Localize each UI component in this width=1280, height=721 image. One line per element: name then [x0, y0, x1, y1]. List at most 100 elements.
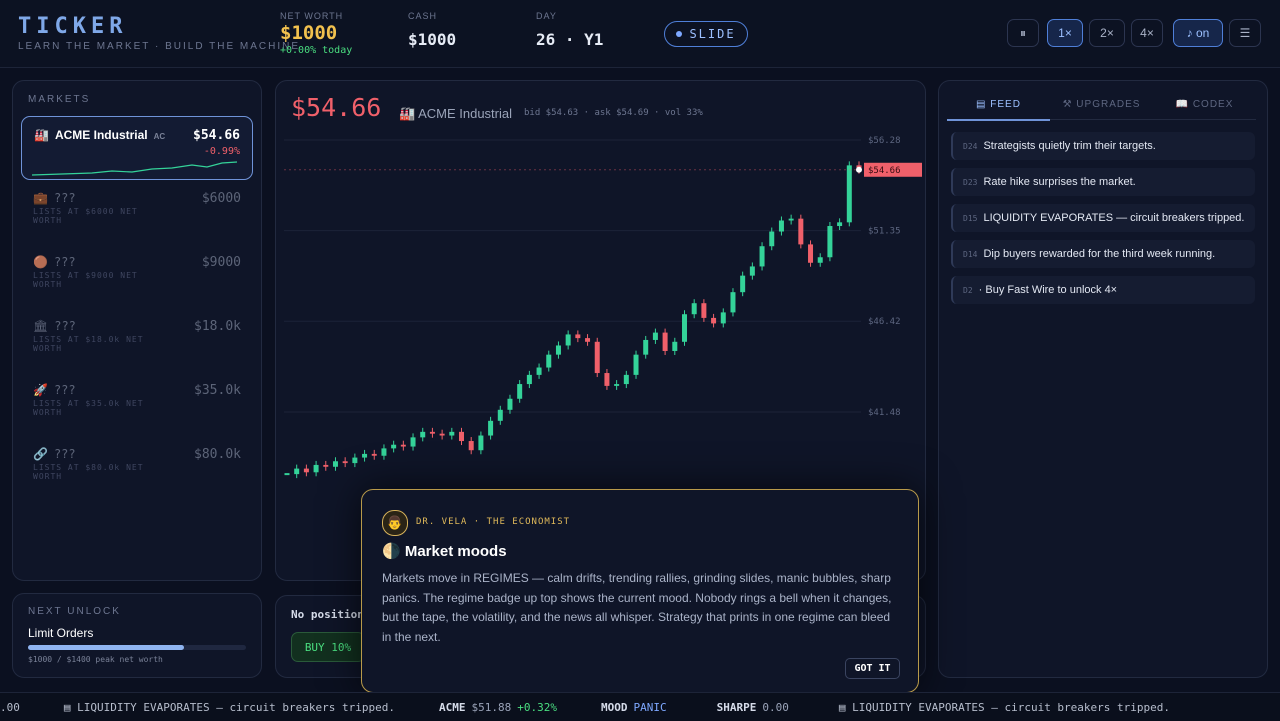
control-button[interactable]: ☰	[1229, 19, 1261, 47]
candle	[555, 345, 561, 355]
candle	[759, 246, 765, 267]
ticker-item: SHARPE 0.00	[717, 701, 795, 714]
ticker-item: .00	[0, 701, 20, 714]
feed-day: D15	[963, 213, 978, 223]
candle	[846, 165, 852, 223]
market-card[interactable]: 🏛??? $18.0k LISTS AT $18.0k NET WORTH	[21, 308, 253, 372]
market-name: 🔗???	[33, 447, 76, 461]
candle	[313, 464, 319, 473]
ticker-key: MOOD	[601, 700, 628, 714]
candle	[303, 468, 309, 473]
candle	[478, 435, 484, 451]
market-icon: 🟤	[33, 255, 48, 269]
modal-body: Markets move in REGIMES — calm drifts, t…	[382, 571, 892, 644]
feed-panel: ▤ FEED ⚒ UPGRADES 📖 CODEX D24 Strategists qu…	[938, 80, 1268, 678]
market-icon: 🚀	[33, 383, 48, 397]
control-button[interactable]: 4×	[1131, 19, 1163, 47]
feed-tab[interactable]: ⚒ UPGRADES	[1050, 91, 1153, 120]
control-button[interactable]: 1×	[1047, 19, 1083, 47]
candle	[362, 453, 368, 458]
speaker: DR. VELA · THE ECONOMIST	[416, 517, 571, 527]
feed-item: D15 LIQUIDITY EVAPORATES — circuit breake…	[951, 204, 1255, 232]
ticker-value: 0.00	[762, 700, 789, 714]
candle	[507, 398, 513, 410]
got-it-button[interactable]: GOT IT	[845, 658, 900, 679]
app-title: TICKER	[18, 14, 128, 39]
market-name: 🚀???	[33, 383, 76, 397]
candle	[652, 332, 658, 340]
market-name: 🟤???	[33, 255, 76, 269]
y-tick-label: $46.42	[868, 317, 901, 327]
market-note: LISTS AT $18.0k NET WORTH	[33, 335, 144, 353]
regime-badge[interactable]: SLIDE	[664, 21, 748, 47]
progress-track	[28, 645, 246, 650]
candle	[497, 409, 503, 421]
progress-fill	[28, 645, 184, 650]
market-change: -0.99%	[203, 146, 240, 157]
candle	[817, 257, 823, 263]
candle	[420, 431, 426, 438]
market-card[interactable]: 🏭 ACME Industrial AC $54.66 -0.99%	[21, 116, 253, 180]
control-button[interactable]: ♪ on	[1173, 19, 1223, 47]
regime-dot	[676, 31, 683, 37]
candle	[468, 441, 474, 451]
market-price: $6000	[201, 191, 241, 206]
market-note: LISTS AT $6000 NET WORTH	[33, 207, 138, 225]
market-card[interactable]: 💼??? $6000 LISTS AT $6000 NET WORTH	[21, 180, 253, 244]
ticker-value: PANIC	[633, 700, 667, 714]
control-button[interactable]: ⏸	[1007, 19, 1039, 47]
stat-delta: +0.00% today	[280, 45, 353, 56]
market-card[interactable]: 🚀??? $35.0k LISTS AT $35.0k NET WORTH	[21, 372, 253, 436]
feed-text: Strategists quietly trim their targets.	[983, 140, 1156, 152]
market-label: ???	[53, 383, 76, 397]
feed-day: D2	[963, 285, 973, 295]
feed-item: D14 Dip buyers rewarded for the third wee…	[951, 240, 1255, 268]
candle	[672, 341, 678, 351]
market-name: 💼???	[33, 191, 76, 205]
market-icon: 🏛	[33, 319, 49, 333]
quote: bid $54.63 · ask $54.69 · vol 33%	[524, 108, 703, 118]
markets-panel: MARKETS 🏭 ACME Industrial AC $54.66 -0.99% 💼?…	[12, 80, 262, 581]
candle	[575, 334, 581, 339]
ticker-item: ACME $51.88 +0.32%	[439, 701, 557, 714]
unlock-name: Limit Orders	[28, 626, 94, 640]
stat-label: DAY	[536, 11, 557, 21]
candle	[730, 292, 736, 313]
market-card[interactable]: 🟤??? $9000 LISTS AT $9000 NET WORTH	[21, 244, 253, 308]
ticker-text: .00	[0, 700, 20, 714]
candle	[526, 374, 532, 385]
stat-value: 26 · Y1	[536, 30, 604, 49]
candle	[808, 244, 814, 263]
control-button[interactable]: 2×	[1089, 19, 1125, 47]
market-name: 🏭 ACME Industrial AC	[34, 128, 165, 142]
modal-title: 🌗 Market moods	[382, 543, 507, 560]
market-note: LISTS AT $80.0k NET WORTH	[33, 463, 144, 481]
candle	[585, 338, 591, 342]
candle	[391, 444, 397, 449]
trade-button[interactable]: BUY 10%	[291, 632, 365, 662]
feed-tab[interactable]: 📖 CODEX	[1153, 91, 1256, 120]
candle	[798, 218, 804, 245]
candle	[594, 341, 600, 374]
candle	[381, 448, 387, 456]
ticker-item: ▤ LIQUIDITY EVAPORATES — circuit breaker…	[64, 701, 395, 714]
market-label: ???	[53, 447, 76, 461]
feed-tab[interactable]: ▤ FEED	[947, 91, 1050, 121]
market-price: $9000	[201, 255, 241, 270]
ticker-item: ▤ LIQUIDITY EVAPORATES — circuit breaker…	[839, 701, 1170, 714]
unlock-panel: NEXT UNLOCK Limit Orders $1000 / $1400 p…	[12, 593, 262, 678]
markets-title: MARKETS	[28, 94, 91, 105]
candle	[778, 220, 784, 232]
ticker-key: SHARPE	[716, 700, 757, 714]
market-card[interactable]: 🔗??? $80.0k LISTS AT $80.0k NET WORTH	[21, 436, 253, 500]
candle	[837, 222, 843, 227]
y-tick-label: $51.35	[868, 227, 901, 237]
market-price: $35.0k	[194, 383, 241, 398]
feed-day: D23	[963, 177, 978, 187]
candle	[332, 461, 338, 467]
market-icon: 💼	[33, 191, 48, 205]
candle	[827, 226, 833, 258]
candle	[439, 433, 445, 436]
ticker-delta: +0.32%	[517, 700, 558, 714]
